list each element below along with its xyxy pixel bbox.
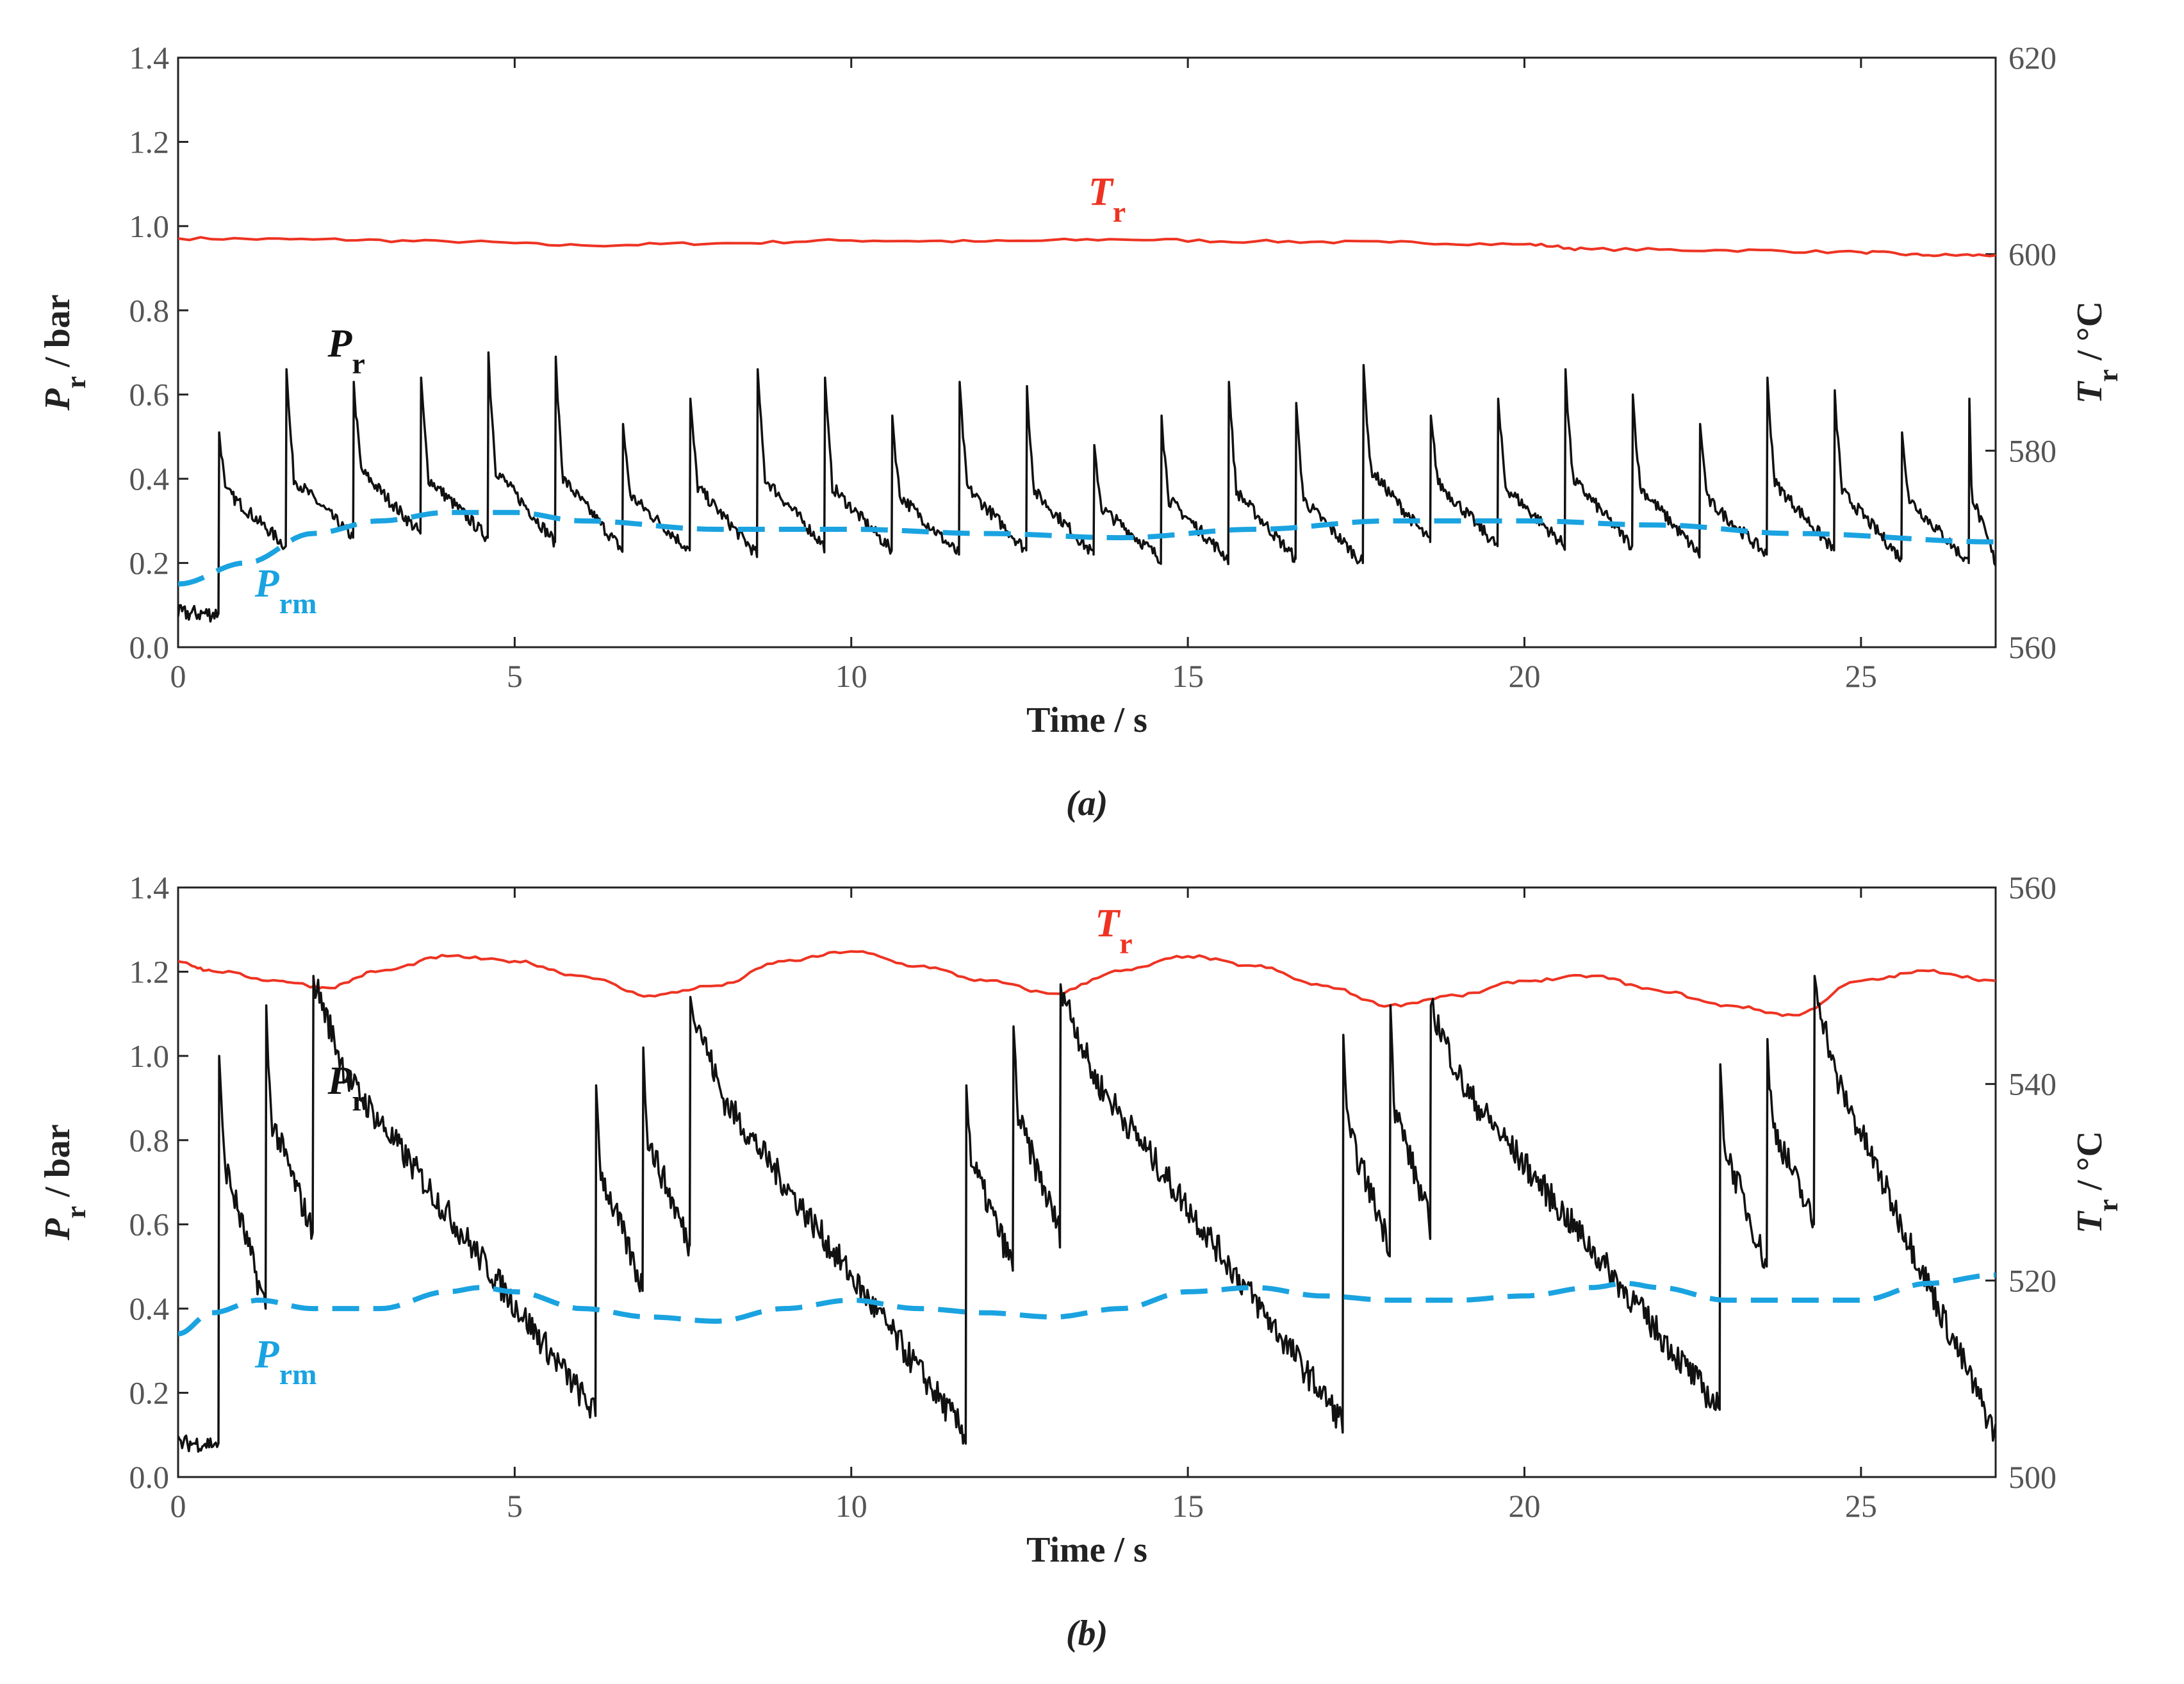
- label-Prm: Prm: [254, 562, 317, 620]
- y-right-tick-label: 520: [2008, 1262, 2057, 1298]
- y-right-tick-label: 540: [2008, 1066, 2057, 1102]
- series-Tr: [178, 236, 1996, 258]
- y-right-axis-title-unit: / °C: [2070, 301, 2110, 369]
- x-axis-title: Time / s: [1026, 700, 1147, 740]
- plot-frame: [177, 886, 1997, 1478]
- label-Prm-sub: rm: [279, 1358, 317, 1391]
- label-Tr-sub: r: [1113, 195, 1126, 228]
- x-axis-title: Time / s: [1026, 1530, 1147, 1570]
- y-right-axis-title-unit: / °C: [2070, 1131, 2110, 1199]
- y-right-tick-label: 560: [2008, 870, 2057, 905]
- y-left-tick-label: 1.4: [129, 870, 170, 905]
- y-left-tick-label: 0.4: [129, 1291, 170, 1326]
- x-tick-label: 0: [170, 658, 186, 694]
- label-Prm-main: P: [254, 562, 280, 606]
- x-tick-label: 10: [835, 1488, 867, 1524]
- label-Pr-main: P: [327, 322, 353, 366]
- y-left-tick-label: 0.2: [129, 1375, 170, 1411]
- label-Prm-main: P: [254, 1333, 280, 1376]
- y-left-tick-label: 0.6: [129, 1207, 170, 1242]
- x-tick-label: 5: [507, 1488, 523, 1524]
- series-Prm: [178, 1272, 1996, 1337]
- y-left-tick-label: 0.0: [129, 1459, 170, 1495]
- label-Tr: Tr: [1095, 902, 1132, 960]
- x-tick-label: 20: [1508, 658, 1540, 694]
- label-Tr-main: T: [1095, 902, 1121, 946]
- x-tick-label: 20: [1508, 1488, 1540, 1524]
- plot-data: [178, 950, 1996, 1453]
- series-Pr: [178, 351, 1996, 623]
- panel-a: 0 5 10 15 20 25 0.0 0.2 0.4 0.6 0.8 1.0 1.2 1.4 560 580…: [38, 40, 2124, 823]
- label-Pr: Pr: [327, 322, 365, 380]
- y-left-tick-label: 0.8: [129, 1122, 170, 1158]
- plot-data: [178, 236, 1996, 623]
- y-left-axis-title-unit: / bar: [38, 294, 78, 376]
- label-Pr: Pr: [327, 1059, 365, 1117]
- y-right-tick-label: 500: [2008, 1459, 2057, 1495]
- x-tick-label: 25: [1845, 1488, 1877, 1524]
- y-right-axis-title: Tr / °C: [2070, 301, 2124, 404]
- y-right-tick-label: 600: [2008, 236, 2057, 272]
- y-left-tick-label: 1.0: [129, 1038, 170, 1074]
- y-right-tick-label: 560: [2008, 629, 2057, 665]
- y-left-tick-label: 1.0: [129, 208, 170, 244]
- y-right-axis-title-sub: r: [2092, 369, 2124, 382]
- y-left-axis-title-unit: / bar: [38, 1124, 78, 1206]
- y-left-tick-label: 0.6: [129, 377, 170, 413]
- series-Tr: [178, 950, 1996, 1018]
- y-left-axis-title-main: P: [38, 388, 78, 411]
- panel-label: (b): [1066, 1614, 1108, 1653]
- y-left-axis-title: Pr / bar: [38, 1124, 92, 1241]
- x-tick-label: 25: [1845, 658, 1877, 694]
- y-left-tick-label: 1.2: [129, 124, 170, 160]
- y-right-axis-title-main: T: [2070, 380, 2110, 404]
- y-left-axis-title-main: P: [38, 1218, 78, 1241]
- label-Tr-sub: r: [1119, 927, 1132, 959]
- series-Pr: [178, 975, 1996, 1453]
- label-Pr-sub: r: [352, 347, 365, 379]
- y-left-tick-label: 1.4: [129, 40, 170, 76]
- label-Pr-sub: r: [352, 1084, 365, 1117]
- x-tick-label: 0: [170, 1488, 186, 1524]
- y-right-axis-title-main: T: [2070, 1210, 2110, 1234]
- x-tick-label: 5: [507, 658, 523, 694]
- label-Pr-main: P: [327, 1059, 353, 1103]
- panel-b: 0 5 10 15 20 25 0.0 0.2 0.4 0.6 0.8 1.0 1.2 1.4 500 520…: [38, 870, 2124, 1653]
- y-right-tick-label: 620: [2008, 40, 2057, 76]
- x-tick-label: 15: [1172, 658, 1204, 694]
- panel-label: (a): [1066, 784, 1108, 823]
- y-left-axis-title: Pr / bar: [38, 294, 92, 411]
- y-left-tick-label: 0.4: [129, 461, 170, 497]
- y-left-tick-label: 0.2: [129, 545, 170, 581]
- y-right-axis-title-sub: r: [2092, 1199, 2124, 1212]
- label-Prm: Prm: [254, 1333, 317, 1391]
- y-left-tick-label: 0.0: [129, 629, 170, 665]
- y-left-tick-label: 1.2: [129, 953, 170, 989]
- plot-frame: [177, 56, 1997, 648]
- x-tick-label: 15: [1172, 1488, 1204, 1524]
- y-left-axis-title-sub: r: [60, 376, 92, 389]
- label-Tr: Tr: [1088, 170, 1126, 228]
- label-Tr-main: T: [1088, 170, 1114, 214]
- x-tick-label: 10: [835, 658, 867, 694]
- y-left-tick-label: 0.8: [129, 292, 170, 328]
- y-right-tick-label: 580: [2008, 433, 2057, 468]
- y-right-axis-title: Tr / °C: [2070, 1131, 2124, 1234]
- series-Prm: [178, 509, 1996, 587]
- y-left-axis-title-sub: r: [60, 1206, 92, 1219]
- label-Prm-sub: rm: [279, 587, 317, 620]
